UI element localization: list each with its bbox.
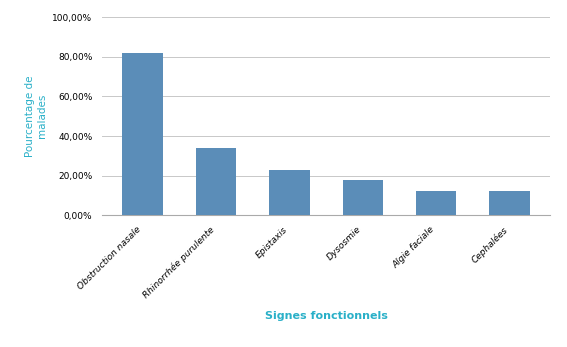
Bar: [122, 53, 163, 215]
Bar: [196, 148, 236, 215]
Bar: [489, 192, 530, 215]
Bar: [269, 170, 310, 215]
Bar: [342, 179, 383, 215]
X-axis label: Signes fonctionnels: Signes fonctionnels: [265, 311, 387, 321]
Y-axis label: Pourcentage de
malades: Pourcentage de malades: [25, 76, 46, 157]
Bar: [416, 192, 456, 215]
